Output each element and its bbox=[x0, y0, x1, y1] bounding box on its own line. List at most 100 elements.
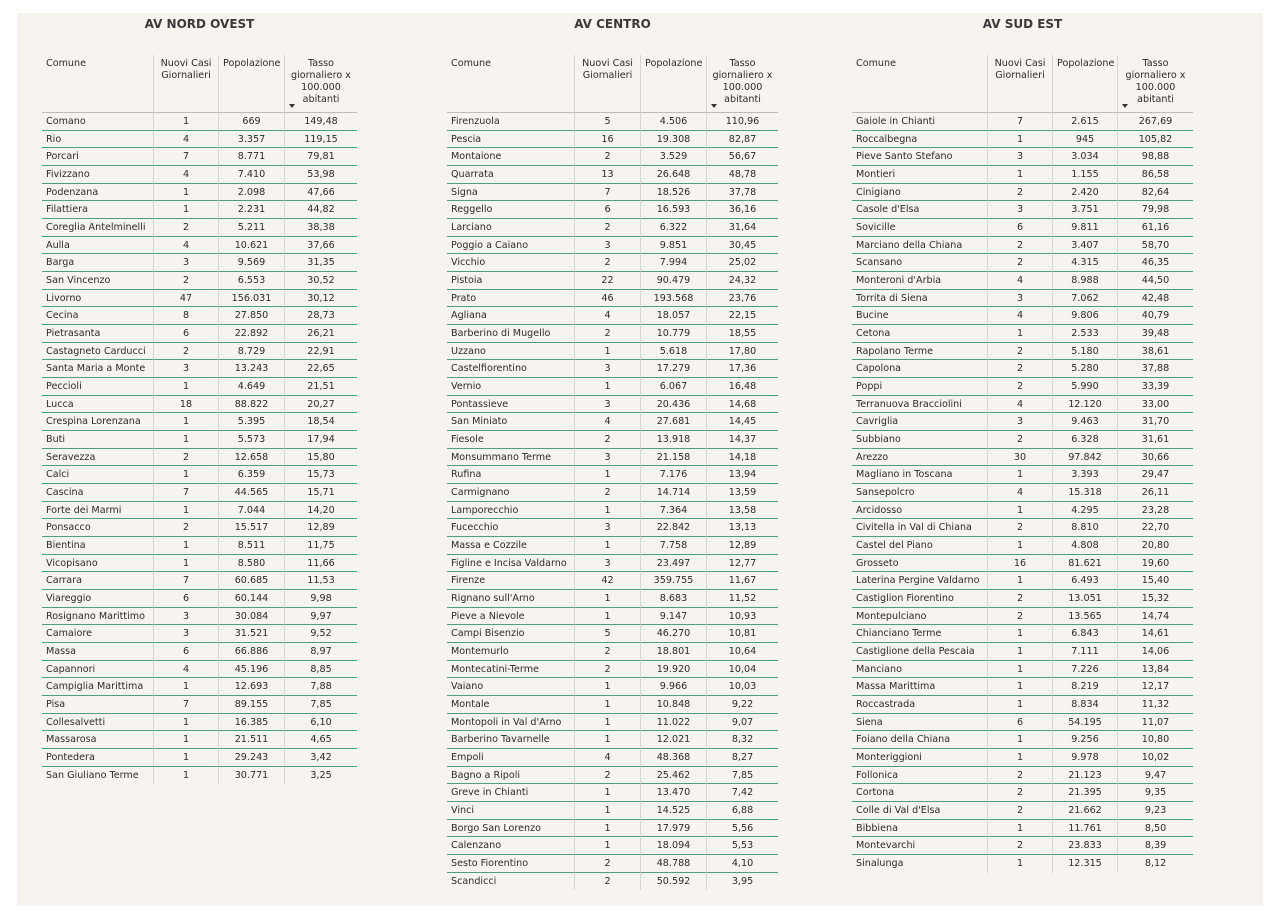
rate-cell: 48,78 bbox=[706, 166, 778, 184]
population-cell: 48.368 bbox=[640, 749, 706, 767]
column-header: Popolazione bbox=[640, 55, 706, 113]
comune-cell: Magliano in Toscana bbox=[852, 466, 987, 485]
comune-cell: Porcari bbox=[42, 148, 153, 166]
column-header: Comune bbox=[852, 55, 987, 113]
population-cell: 22.892 bbox=[218, 325, 284, 343]
cases-cell: 1 bbox=[153, 501, 218, 520]
comune-cell: Laterina Pergine Valdarno bbox=[852, 572, 987, 591]
comune-cell: Montepulciano bbox=[852, 608, 987, 626]
cases-cell: 1 bbox=[153, 113, 218, 131]
cases-cell: 1 bbox=[987, 625, 1052, 644]
population-cell: 2.098 bbox=[218, 183, 284, 202]
comune-cell: Montevarchi bbox=[852, 837, 987, 856]
cases-cell: 2 bbox=[987, 431, 1052, 449]
cases-cell: 22 bbox=[574, 272, 640, 290]
population-cell: 10.779 bbox=[640, 325, 706, 343]
rate-cell: 10,04 bbox=[706, 660, 778, 679]
comune-cell: Sesto Fiorentino bbox=[447, 855, 574, 873]
cases-cell: 1 bbox=[987, 855, 1052, 873]
rate-cell: 37,78 bbox=[706, 183, 778, 202]
rate-cell: 7,42 bbox=[706, 784, 778, 803]
rate-cell: 17,36 bbox=[706, 360, 778, 379]
population-cell: 17.979 bbox=[640, 819, 706, 838]
cases-cell: 1 bbox=[153, 183, 218, 202]
cases-cell: 1 bbox=[574, 537, 640, 555]
comune-cell: Pontassieve bbox=[447, 396, 574, 414]
cases-cell: 1 bbox=[153, 678, 218, 697]
comune-cell: Pontedera bbox=[42, 749, 153, 767]
rate-cell: 82,87 bbox=[706, 130, 778, 149]
cases-cell: 1 bbox=[987, 660, 1052, 679]
rate-cell: 5,56 bbox=[706, 819, 778, 838]
population-cell: 13.918 bbox=[640, 431, 706, 449]
rate-cell: 10,02 bbox=[1117, 749, 1193, 767]
population-cell: 11.761 bbox=[1052, 819, 1117, 838]
column-header: Nuovi Casi Giornalieri bbox=[987, 55, 1052, 113]
cases-cell: 3 bbox=[153, 607, 218, 626]
population-cell: 13.470 bbox=[640, 784, 706, 803]
cases-cell: 16 bbox=[574, 130, 640, 149]
comune-cell: Greve in Chianti bbox=[447, 784, 574, 803]
comune-cell: Massarosa bbox=[42, 731, 153, 750]
comune-cell: Peccioli bbox=[42, 378, 153, 396]
comune-cell: Rufina bbox=[447, 466, 574, 485]
comune-cell: Cinigiano bbox=[852, 184, 987, 202]
rate-cell: 15,71 bbox=[284, 484, 357, 502]
cases-cell: 2 bbox=[574, 855, 640, 873]
comune-cell: Siena bbox=[852, 714, 987, 732]
population-cell: 6.359 bbox=[218, 466, 284, 485]
column-header: Comune bbox=[447, 55, 574, 113]
cases-cell: 2 bbox=[987, 236, 1052, 255]
sort-arrow[interactable] bbox=[1122, 104, 1128, 108]
cases-cell: 1 bbox=[987, 678, 1052, 697]
population-cell: 26.648 bbox=[640, 166, 706, 184]
population-cell: 4.649 bbox=[218, 378, 284, 396]
cases-cell: 1 bbox=[153, 201, 218, 219]
rate-cell: 37,66 bbox=[284, 236, 357, 255]
rate-cell: 31,35 bbox=[284, 254, 357, 273]
rate-cell: 149,48 bbox=[284, 113, 357, 131]
comune-cell: Castel del Piano bbox=[852, 537, 987, 555]
cases-cell: 1 bbox=[574, 590, 640, 608]
rate-cell: 31,70 bbox=[1117, 413, 1193, 432]
comune-cell: Castelfiorentino bbox=[447, 360, 574, 379]
comune-cell: Cortona bbox=[852, 784, 987, 803]
cases-cell: 1 bbox=[574, 501, 640, 520]
rate-cell: 33,39 bbox=[1117, 378, 1193, 396]
cases-cell: 6 bbox=[574, 201, 640, 219]
sort-arrow[interactable] bbox=[711, 104, 717, 108]
rate-cell: 14,61 bbox=[1117, 625, 1193, 644]
comune-cell: Rio bbox=[42, 131, 153, 149]
population-cell: 21.511 bbox=[218, 731, 284, 750]
population-cell: 97.842 bbox=[1052, 448, 1117, 467]
population-cell: 90.479 bbox=[640, 272, 706, 290]
table: Comune Nuovi Casi Giornalieri Popolazione T… bbox=[42, 55, 357, 785]
population-cell: 8.834 bbox=[1052, 696, 1117, 714]
rate-cell: 11,67 bbox=[706, 572, 778, 591]
comune-cell: Cecina bbox=[42, 307, 153, 326]
population-cell: 4.295 bbox=[1052, 501, 1117, 520]
population-cell: 46.270 bbox=[640, 625, 706, 644]
cases-cell: 2 bbox=[153, 272, 218, 290]
cases-cell: 1 bbox=[153, 731, 218, 750]
population-cell: 88.822 bbox=[218, 395, 284, 414]
sort-arrow[interactable] bbox=[289, 104, 295, 108]
column-header: Popolazione bbox=[1052, 55, 1117, 113]
rate-cell: 22,70 bbox=[1117, 519, 1193, 538]
comune-cell: Capannori bbox=[42, 661, 153, 679]
rate-cell: 20,27 bbox=[284, 395, 357, 414]
population-cell: 8.580 bbox=[218, 554, 284, 573]
column-header: Comune bbox=[42, 55, 153, 113]
cases-cell: 1 bbox=[153, 537, 218, 555]
rate-cell: 17,94 bbox=[284, 431, 357, 449]
comune-cell: Barberino di Mugello bbox=[447, 325, 574, 343]
cases-cell: 4 bbox=[153, 166, 218, 184]
rate-cell: 9,98 bbox=[284, 590, 357, 608]
population-cell: 7.410 bbox=[218, 166, 284, 184]
cases-cell: 1 bbox=[574, 678, 640, 697]
population-cell: 5.618 bbox=[640, 342, 706, 361]
column-header: Nuovi Casi Giornalieri bbox=[153, 55, 218, 113]
rate-cell: 31,61 bbox=[1117, 431, 1193, 449]
population-cell: 12.315 bbox=[1052, 855, 1117, 873]
cases-cell: 2 bbox=[574, 254, 640, 273]
